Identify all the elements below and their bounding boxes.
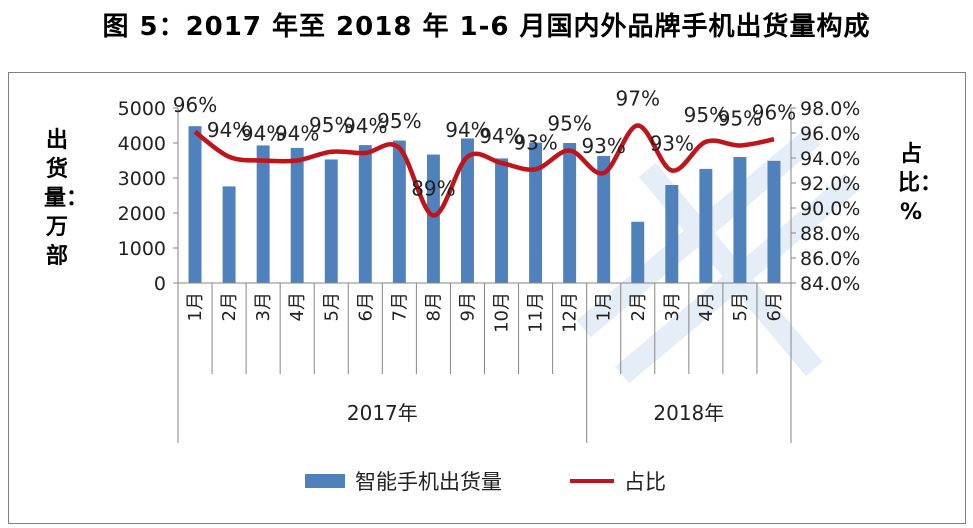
- bar: [767, 160, 781, 283]
- bar: [631, 221, 645, 283]
- x-tick-label: 8月: [423, 292, 444, 321]
- x-group-label: 2017年: [347, 401, 418, 425]
- line-data-label: 94%: [343, 114, 387, 138]
- bar: [426, 154, 440, 283]
- y-right-tick-label: 84.0%: [800, 273, 860, 295]
- x-tick-label: 9月: [457, 292, 478, 321]
- line-data-label: 94%: [241, 122, 285, 146]
- legend-item-line: 占比: [570, 466, 666, 496]
- x-tick-label: 6月: [355, 292, 376, 321]
- y-right-tick-label: 90.0%: [800, 198, 860, 220]
- line-data-label: 93%: [581, 134, 625, 158]
- legend-line-swatch: [570, 479, 614, 483]
- x-tick-label: 1月: [185, 292, 206, 321]
- bar: [188, 126, 202, 283]
- bar: [733, 157, 747, 283]
- x-tick-label: 5月: [321, 292, 342, 321]
- y-left-tick-label: 3000: [118, 168, 166, 190]
- line-data-label: 95%: [718, 107, 762, 131]
- line-data-label: 94%: [479, 124, 523, 148]
- line-data-label: 94%: [445, 118, 489, 142]
- x-tick-label: 4月: [287, 292, 308, 321]
- y-right-tick-label: 86.0%: [800, 248, 860, 270]
- y-left-tick-label: 2000: [118, 203, 166, 225]
- line-data-label: 95%: [377, 109, 421, 133]
- x-tick-label: 5月: [730, 292, 751, 321]
- y-right-tick-label: 88.0%: [800, 223, 860, 245]
- x-tick-label: 4月: [696, 292, 717, 321]
- y-left-tick-label: 0: [154, 273, 166, 295]
- line-data-label: 95%: [547, 112, 591, 136]
- y-right-tick-label: 98.0%: [800, 98, 860, 120]
- x-tick-label: 1月: [594, 292, 615, 321]
- bar: [461, 138, 474, 283]
- bar: [256, 145, 270, 283]
- bar: [665, 185, 679, 283]
- x-tick-label: 6月: [764, 292, 785, 321]
- bar: [290, 147, 304, 283]
- x-group-label: 2018年: [653, 401, 724, 425]
- y-right-tick-label: 94.0%: [800, 148, 860, 170]
- bar: [699, 168, 713, 283]
- bar: [392, 140, 406, 283]
- line-data-label: 89%: [411, 177, 455, 201]
- line-data-label: 95%: [684, 103, 728, 127]
- bar: [529, 142, 543, 283]
- x-tick-label: 11月: [526, 292, 547, 333]
- bar: [324, 159, 338, 283]
- x-tick-label: 3月: [253, 292, 274, 321]
- x-tick-label: 12月: [560, 292, 581, 333]
- x-tick-label: 3月: [662, 292, 683, 321]
- bar: [495, 158, 508, 283]
- line-data-label: 96%: [173, 93, 217, 117]
- line-data-label: 94%: [207, 118, 251, 142]
- x-tick-label: 2月: [219, 292, 240, 321]
- legend: 智能手机出货量 占比: [0, 466, 973, 502]
- line-data-label: 94%: [275, 122, 319, 146]
- bar: [563, 143, 577, 283]
- chart-title: 图 5：2017 年至 2018 年 1-6 月国内外品牌手机出货量构成: [102, 12, 871, 42]
- x-tick-label: 10月: [492, 292, 513, 333]
- line-data-label: 96%: [752, 100, 796, 124]
- line-data-label: 95%: [309, 113, 353, 137]
- x-tick-label: 2月: [628, 292, 649, 321]
- chart-frame: [8, 72, 966, 524]
- y-left-tick-label: 5000: [118, 98, 166, 120]
- x-tick-label: 7月: [389, 292, 410, 321]
- legend-bar-swatch: [305, 474, 345, 488]
- line-data-label: 93%: [513, 130, 557, 154]
- y-left-tick-label: 1000: [118, 238, 166, 260]
- line-data-label: 93%: [650, 132, 694, 156]
- line-data-label: 97%: [616, 87, 660, 111]
- legend-bar-label: 智能手机出货量: [355, 470, 502, 494]
- y-right-tick-label: 96.0%: [800, 123, 860, 145]
- legend-line-label: 占比: [624, 470, 666, 494]
- y-left-tick-label: 4000: [118, 133, 166, 155]
- bar: [358, 145, 372, 283]
- bar: [597, 155, 611, 283]
- y-right-tick-label: 92.0%: [800, 173, 860, 195]
- bar: [222, 186, 236, 283]
- legend-item-bar: 智能手机出货量: [305, 466, 502, 496]
